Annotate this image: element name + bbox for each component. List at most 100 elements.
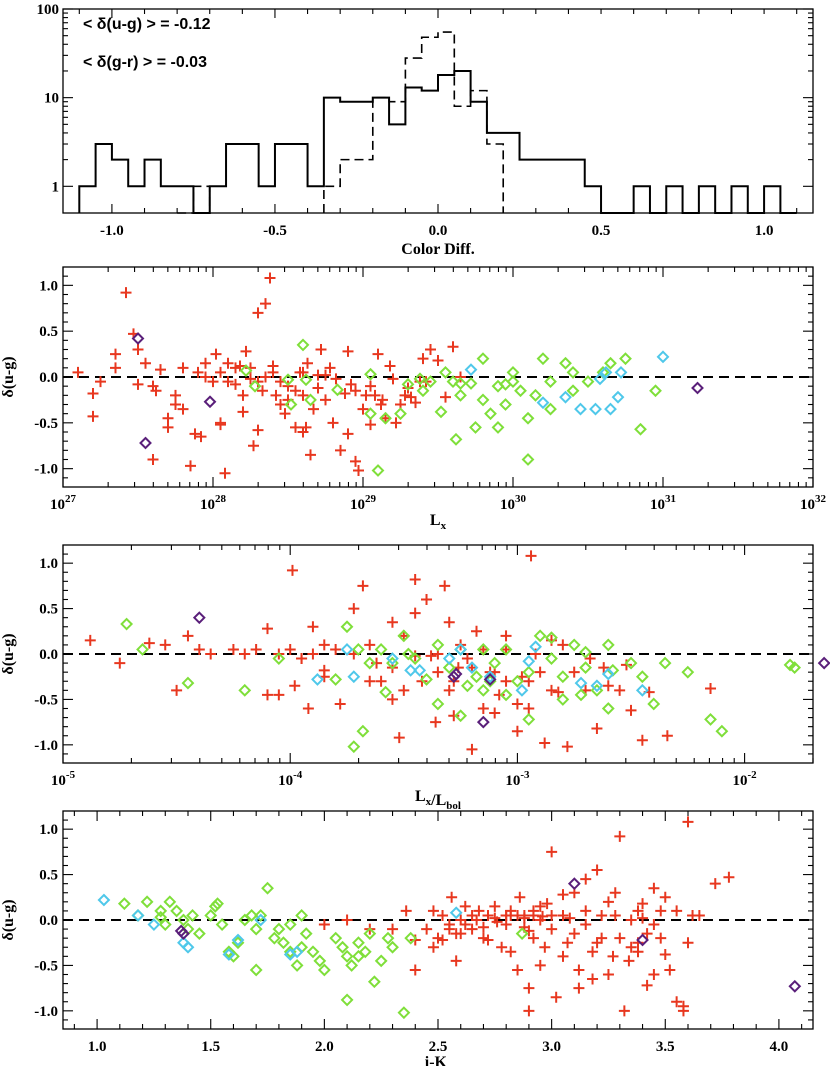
data-point-red (237, 406, 249, 418)
data-point-red (459, 919, 471, 931)
data-point-red (290, 385, 301, 397)
scatter-panel-2: 10-5 10-4 10-3 10-2 -1.0 -0.5 0.0 0.5 1.0 δ(u-g) L… (0, 544, 830, 812)
data-point-red (375, 675, 387, 687)
data-point-green (340, 620, 354, 634)
data-point-red (573, 982, 585, 994)
data-point-green (239, 364, 253, 377)
data-point-red (623, 955, 635, 967)
data-point-red (399, 389, 411, 401)
data-point-green (545, 652, 558, 665)
data-point-green (556, 693, 570, 706)
x-tick-label: 1027 (50, 493, 77, 513)
x-axis-title: Lx (430, 512, 447, 532)
data-point-green (514, 384, 527, 398)
data-point-cyan (599, 366, 613, 379)
data-point-red (170, 389, 181, 401)
annotation-gr: < δ(g-r) > = -0.03 (83, 54, 207, 71)
data-point-red (114, 657, 126, 669)
data-point-green (186, 909, 199, 922)
histogram-u-g (78, 69, 797, 214)
x-tick-label: 3.5 (656, 1039, 675, 1055)
data-point-red (364, 639, 376, 651)
x-tick-label: 10-4 (278, 769, 303, 789)
data-point-red (518, 912, 530, 924)
data-point-red (257, 385, 268, 397)
data-point-green (163, 895, 177, 909)
data-point-red (655, 932, 667, 944)
data-point-red (387, 923, 399, 935)
data-point-cyan (601, 667, 615, 681)
data-point-red (369, 389, 381, 401)
data-point-red (110, 348, 121, 360)
data-point-red (264, 272, 276, 284)
data-point-red (496, 941, 508, 953)
data-point-red (365, 380, 376, 392)
data-point-cyan (559, 390, 572, 404)
data-point-green (208, 899, 222, 913)
data-point-red (602, 896, 614, 908)
data-point-red (466, 923, 478, 935)
data-point-cyan (454, 643, 468, 656)
data-point-purple (483, 673, 497, 686)
data-point-red (375, 399, 387, 410)
data-point-green (499, 377, 512, 391)
x-tick-label: 1.0 (88, 1039, 107, 1055)
data-point-green (442, 661, 456, 675)
data-point-red (482, 934, 494, 946)
data-point-green (404, 931, 418, 945)
data-point-green (515, 927, 529, 941)
data-point-green (238, 683, 252, 697)
data-point-green (491, 421, 505, 434)
data-point-green (544, 402, 557, 416)
data-point-green (331, 383, 344, 397)
data-point-red (505, 946, 517, 958)
data-point-red (219, 467, 231, 479)
data-point-red (523, 982, 535, 994)
data-point-red (87, 388, 99, 399)
data-point-red (417, 353, 429, 365)
data-point-red (534, 666, 546, 678)
data-point-green (227, 949, 240, 963)
data-point-red (245, 373, 256, 385)
data-point-red (539, 941, 551, 953)
data-point-green (267, 931, 281, 945)
data-point-cyan (283, 948, 297, 961)
data-point-red (330, 643, 342, 655)
data-point-green (559, 356, 572, 370)
data-point-green (295, 909, 309, 922)
data-point-green (454, 377, 467, 390)
data-point-red (564, 912, 576, 924)
data-point-red (350, 455, 361, 467)
data-point-red (222, 357, 234, 369)
data-point-red (308, 403, 319, 415)
data-point-green (192, 927, 206, 941)
data-point-red (335, 444, 346, 456)
data-point-green (371, 464, 385, 477)
data-point-cyan (635, 683, 649, 697)
data-point-red (466, 743, 478, 755)
data-point-red (286, 564, 298, 576)
data-point-red (312, 382, 324, 394)
y-tick-label: 10 (44, 91, 59, 107)
data-point-red (591, 722, 603, 734)
data-point-cyan (574, 402, 587, 416)
data-point-red (320, 394, 331, 406)
data-point-red (261, 623, 273, 635)
data-point-red (477, 921, 489, 933)
data-point-green (499, 688, 513, 702)
data-point-red (300, 421, 312, 433)
data-point-green (476, 352, 490, 366)
y-tick-label: 0.5 (39, 868, 58, 884)
data-point-red (240, 345, 252, 357)
data-point-red (432, 666, 444, 678)
y-tick-label: -1.0 (34, 738, 58, 754)
data-point-green (420, 673, 433, 686)
data-point-green (358, 945, 372, 959)
data-point-red (432, 355, 444, 366)
data-point-green (647, 697, 661, 711)
data-point-red (207, 376, 219, 388)
data-point-cyan (522, 654, 536, 668)
data-point-red (655, 905, 667, 917)
data-point-red (390, 417, 402, 429)
